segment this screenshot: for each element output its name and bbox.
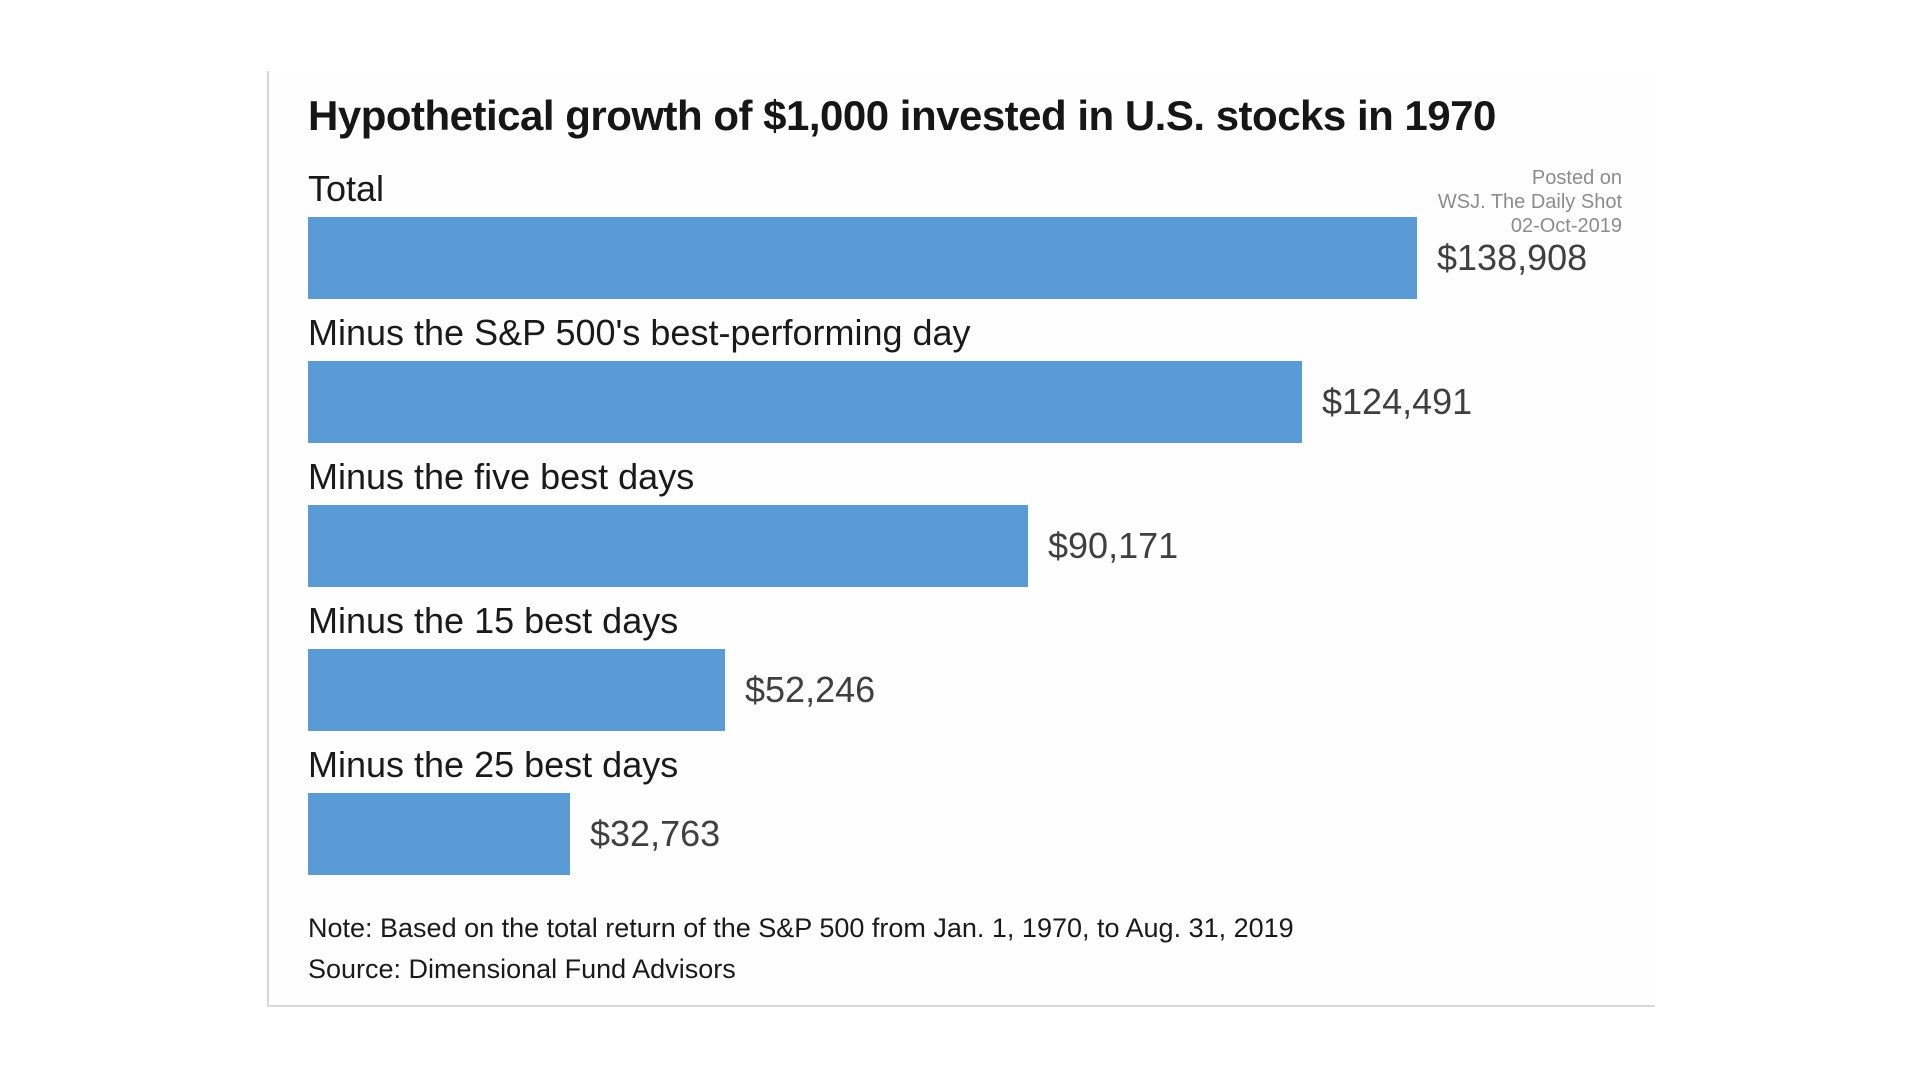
category-label: Minus the 25 best days bbox=[308, 744, 679, 785]
bar bbox=[308, 361, 1302, 443]
bar bbox=[308, 649, 725, 731]
chart-row: Total $138,908 bbox=[308, 164, 1655, 299]
chart-row: Minus the five best days $90,171 bbox=[308, 452, 1655, 587]
chart-source: Source: Dimensional Fund Advisors bbox=[308, 954, 736, 984]
category-label: Minus the S&P 500's best-performing day bbox=[308, 312, 971, 353]
chart-panel: Hypothetical growth of $1,000 invested i… bbox=[267, 71, 1655, 1007]
chart-row: Minus the 25 best days $32,763 bbox=[308, 740, 1655, 875]
chart-row: Minus the S&P 500's best-performing day … bbox=[308, 308, 1655, 443]
bar-line: $138,908 bbox=[308, 217, 1655, 299]
attribution-posted-on: Posted on bbox=[1531, 167, 1622, 189]
bar-line: $90,171 bbox=[308, 505, 1655, 587]
attribution-source-name: WSJ. The Daily Shot bbox=[1437, 191, 1622, 213]
chart-note: Note: Based on the total return of the S… bbox=[308, 913, 1294, 943]
chart-row: Minus the 15 best days $52,246 bbox=[308, 596, 1655, 731]
category-label: Minus the five best days bbox=[308, 456, 695, 497]
category-label: Minus the 15 best days bbox=[308, 600, 679, 641]
bar-line: $32,763 bbox=[308, 793, 1655, 875]
value-label: $52,246 bbox=[745, 669, 876, 710]
bar-line: $124,491 bbox=[308, 361, 1655, 443]
attribution-date: 02-Oct-2019 bbox=[1510, 215, 1622, 237]
value-label: $124,491 bbox=[1322, 381, 1473, 422]
bar bbox=[308, 217, 1417, 299]
bar bbox=[308, 793, 570, 875]
bar-line: $52,246 bbox=[308, 649, 1655, 731]
footnotes: Note: Based on the total return of the S… bbox=[308, 908, 1655, 990]
attribution-block: Posted on WSJ. The Daily Shot 02-Oct-201… bbox=[1438, 166, 1622, 238]
chart-title: Hypothetical growth of $1,000 invested i… bbox=[308, 92, 1496, 139]
bar bbox=[308, 505, 1028, 587]
value-label: $138,908 bbox=[1437, 237, 1588, 278]
value-label: $90,171 bbox=[1048, 525, 1179, 566]
value-label: $32,763 bbox=[590, 813, 721, 854]
category-label: Total bbox=[308, 168, 385, 209]
bar-chart: Total $138,908 Minus the S&P 500's best-… bbox=[308, 164, 1655, 875]
